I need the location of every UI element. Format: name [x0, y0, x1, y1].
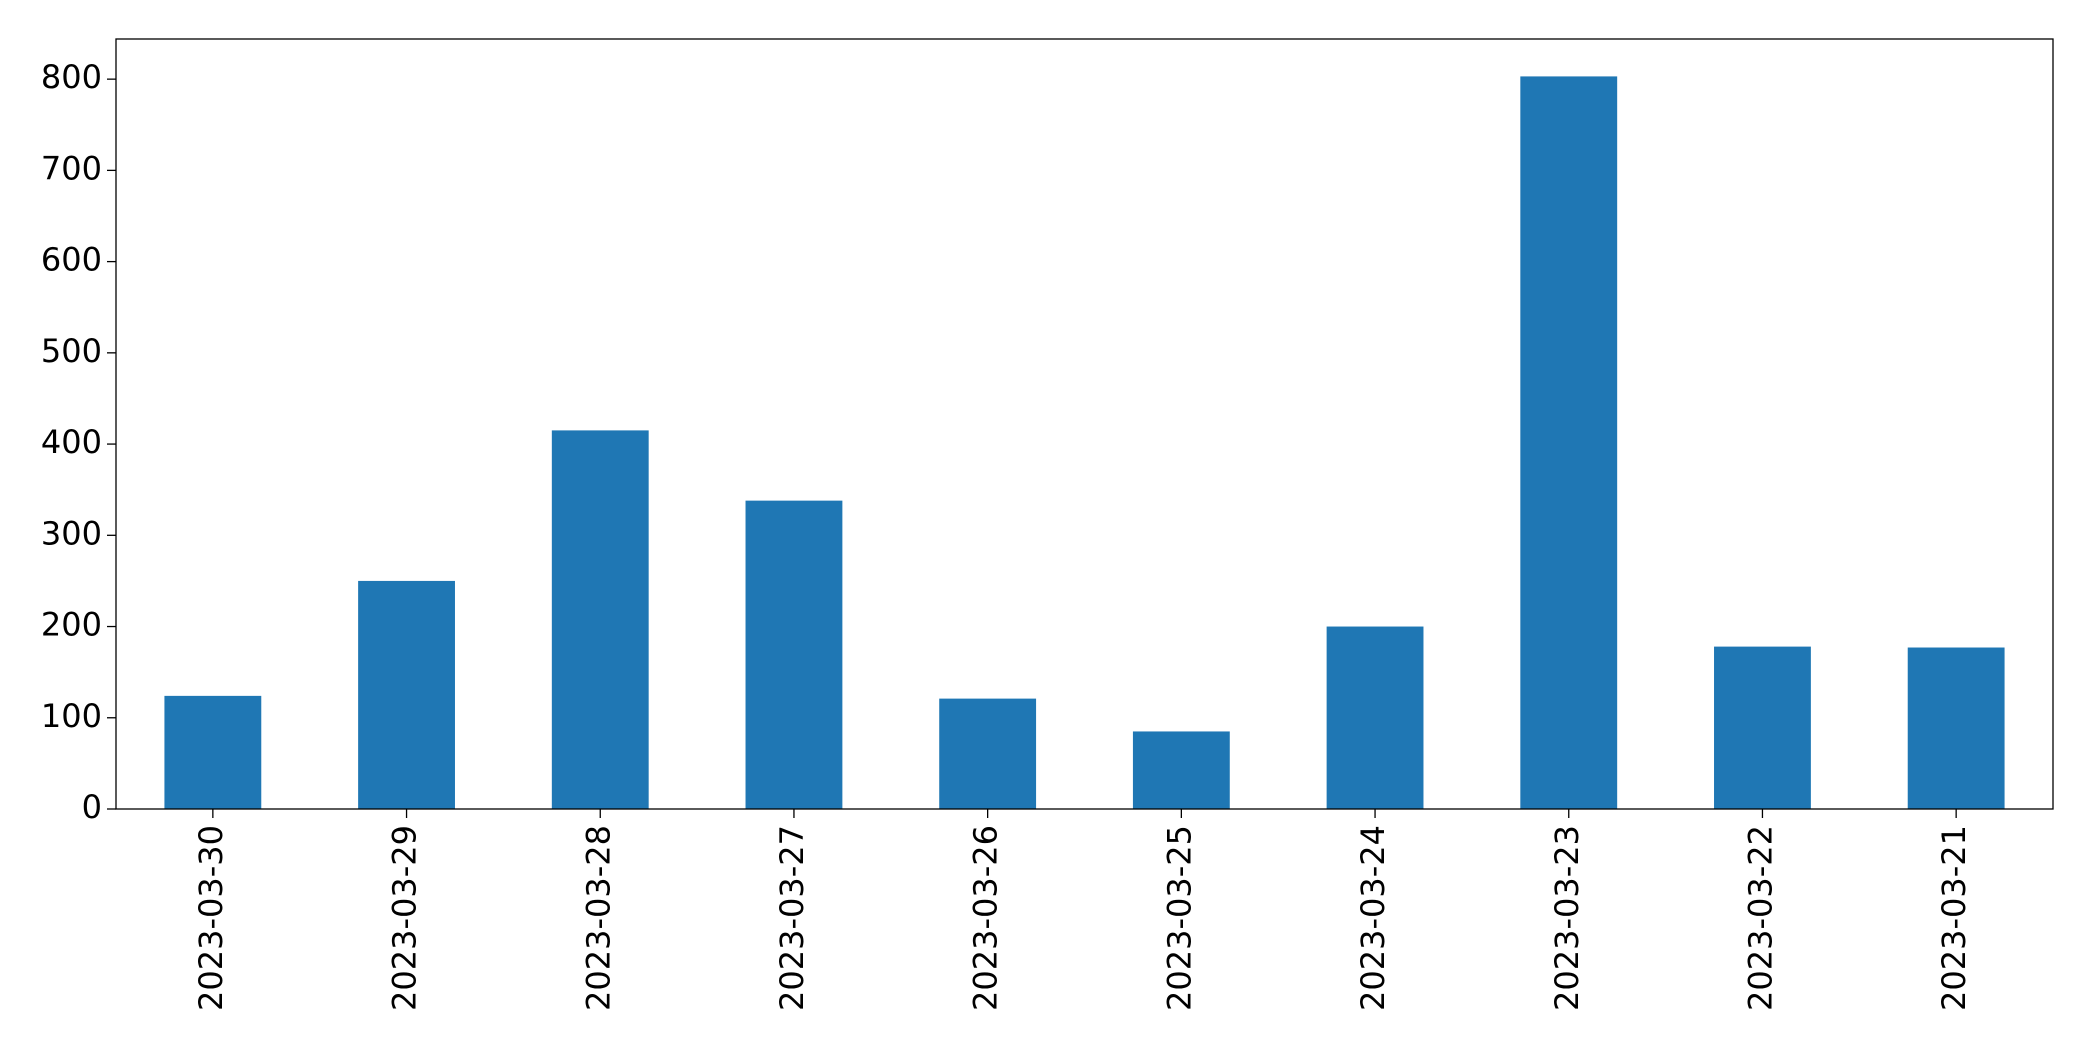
- bar: [358, 580, 455, 809]
- y-tick-label: 0: [82, 788, 102, 826]
- y-tick-label: 300: [41, 514, 102, 552]
- plot-frame: [115, 38, 2054, 810]
- x-tick-label: 2023-03-24: [1354, 825, 1392, 1011]
- x-tick-label: 2023-03-25: [1160, 825, 1198, 1011]
- x-tick-label: 2023-03-26: [967, 825, 1005, 1011]
- bar: [1714, 646, 1811, 809]
- bar: [164, 695, 262, 809]
- x-tick-label: 2023-03-23: [1548, 825, 1586, 1011]
- y-tick-label: 500: [41, 332, 102, 370]
- x-tick-label: 2023-03-29: [386, 825, 424, 1011]
- y-tick-label: 200: [41, 606, 102, 644]
- bar: [745, 500, 843, 809]
- x-tick-label: 2023-03-28: [579, 825, 617, 1011]
- y-tick-label: 100: [41, 697, 102, 735]
- bar: [1326, 626, 1424, 809]
- bar: [939, 698, 1037, 809]
- x-tick-label: 2023-03-21: [1935, 825, 1973, 1011]
- y-tick-label: 600: [41, 241, 102, 279]
- x-tick-label: 2023-03-22: [1741, 825, 1779, 1011]
- y-tick-label: 800: [41, 58, 102, 96]
- bar: [551, 430, 649, 809]
- x-tick-label: 2023-03-30: [192, 825, 230, 1011]
- x-tick-label: 2023-03-27: [773, 825, 811, 1011]
- bar: [1132, 731, 1230, 809]
- y-tick-label: 400: [41, 423, 102, 461]
- bar: [1520, 76, 1618, 809]
- y-tick-label: 700: [41, 149, 102, 187]
- bar: [1907, 647, 2005, 809]
